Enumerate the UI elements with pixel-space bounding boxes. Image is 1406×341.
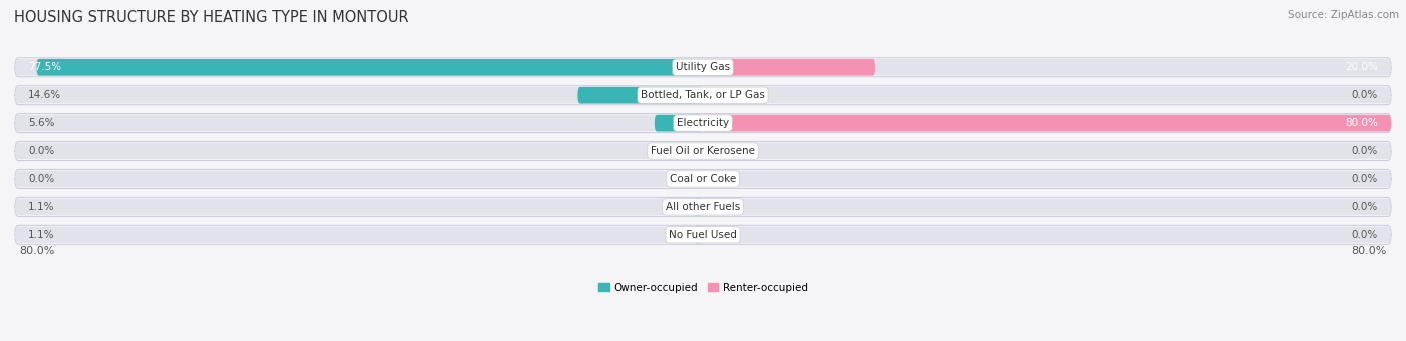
FancyBboxPatch shape: [15, 142, 1391, 161]
Text: 0.0%: 0.0%: [28, 174, 55, 184]
FancyBboxPatch shape: [15, 170, 1391, 187]
Text: 0.0%: 0.0%: [1351, 174, 1378, 184]
Text: No Fuel Used: No Fuel Used: [669, 230, 737, 240]
FancyBboxPatch shape: [15, 115, 1391, 132]
FancyBboxPatch shape: [15, 169, 1391, 189]
FancyBboxPatch shape: [693, 198, 703, 215]
FancyBboxPatch shape: [703, 115, 1391, 132]
Text: Utility Gas: Utility Gas: [676, 62, 730, 72]
FancyBboxPatch shape: [15, 114, 1391, 133]
FancyBboxPatch shape: [15, 59, 1391, 76]
FancyBboxPatch shape: [15, 226, 1391, 243]
Text: 20.0%: 20.0%: [1346, 62, 1378, 72]
Legend: Owner-occupied, Renter-occupied: Owner-occupied, Renter-occupied: [599, 283, 807, 293]
FancyBboxPatch shape: [15, 197, 1391, 217]
FancyBboxPatch shape: [15, 143, 1391, 160]
Text: 1.1%: 1.1%: [28, 202, 55, 212]
Text: Electricity: Electricity: [676, 118, 730, 128]
FancyBboxPatch shape: [15, 86, 1391, 105]
Text: All other Fuels: All other Fuels: [666, 202, 740, 212]
FancyBboxPatch shape: [15, 198, 1391, 215]
Text: Coal or Coke: Coal or Coke: [669, 174, 737, 184]
Text: 0.0%: 0.0%: [1351, 230, 1378, 240]
Text: 0.0%: 0.0%: [1351, 90, 1378, 100]
Text: 80.0%: 80.0%: [1346, 118, 1378, 128]
Text: 80.0%: 80.0%: [1351, 246, 1386, 256]
Text: 0.0%: 0.0%: [1351, 202, 1378, 212]
FancyBboxPatch shape: [15, 87, 1391, 104]
FancyBboxPatch shape: [578, 87, 703, 104]
Text: 80.0%: 80.0%: [20, 246, 55, 256]
FancyBboxPatch shape: [655, 115, 703, 132]
Text: 14.6%: 14.6%: [28, 90, 60, 100]
Text: Bottled, Tank, or LP Gas: Bottled, Tank, or LP Gas: [641, 90, 765, 100]
FancyBboxPatch shape: [15, 58, 1391, 77]
FancyBboxPatch shape: [703, 59, 875, 76]
Text: 0.0%: 0.0%: [28, 146, 55, 156]
Text: Fuel Oil or Kerosene: Fuel Oil or Kerosene: [651, 146, 755, 156]
FancyBboxPatch shape: [693, 226, 703, 243]
Text: 77.5%: 77.5%: [28, 62, 60, 72]
Text: 1.1%: 1.1%: [28, 230, 55, 240]
Text: HOUSING STRUCTURE BY HEATING TYPE IN MONTOUR: HOUSING STRUCTURE BY HEATING TYPE IN MON…: [14, 10, 409, 25]
FancyBboxPatch shape: [15, 225, 1391, 244]
Text: 5.6%: 5.6%: [28, 118, 55, 128]
FancyBboxPatch shape: [37, 59, 703, 76]
Text: 0.0%: 0.0%: [1351, 146, 1378, 156]
Text: Source: ZipAtlas.com: Source: ZipAtlas.com: [1288, 10, 1399, 20]
